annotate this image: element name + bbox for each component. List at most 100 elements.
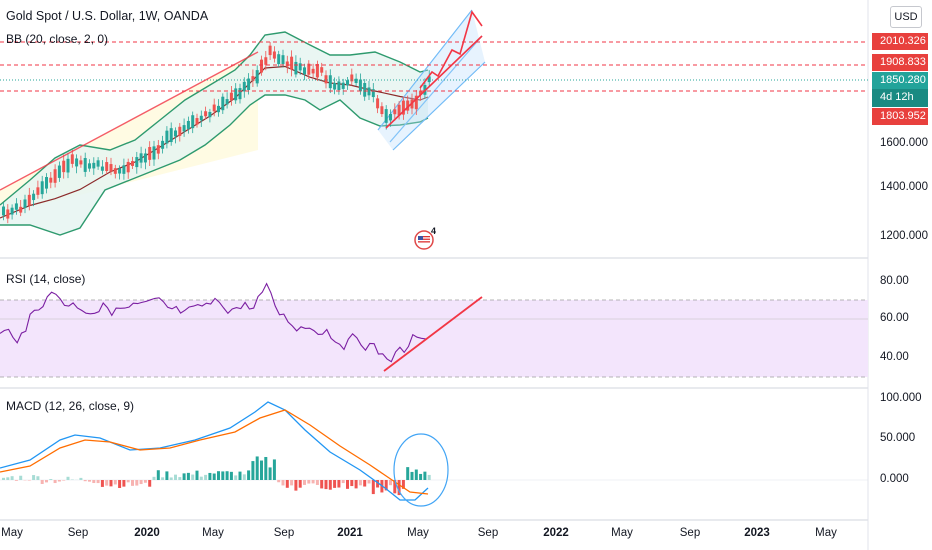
- price-candle: [62, 160, 66, 173]
- symbol-title[interactable]: Gold Spot / U.S. Dollar, 1W, OANDA: [6, 9, 209, 23]
- macd-histogram-bar: [281, 480, 285, 486]
- macd-histogram-bar: [307, 480, 311, 484]
- currency-button[interactable]: USD: [890, 6, 922, 28]
- price-candle: [66, 158, 70, 173]
- macd-histogram-bar: [204, 474, 208, 480]
- macd-histogram-bar: [315, 480, 319, 485]
- price-candle: [165, 130, 169, 144]
- price-candle: [45, 177, 48, 189]
- bollinger-lower-band: [0, 94, 429, 236]
- macd-histogram-bar: [36, 476, 40, 480]
- macd-histogram-bar: [376, 480, 380, 488]
- macd-legend[interactable]: MACD (12, 26, close, 9): [6, 399, 135, 413]
- price-axis-tick: 1600.000: [880, 137, 928, 149]
- projection-zigzag: [419, 10, 483, 89]
- price-candle: [401, 100, 405, 115]
- time-axis-label: 2023: [744, 527, 770, 539]
- macd-histogram-bar: [229, 471, 233, 480]
- macd-histogram-bar: [79, 477, 83, 480]
- macd-histogram-bar: [143, 480, 147, 483]
- rsi-axis-tick: 40.00: [880, 351, 909, 363]
- price-candle: [109, 164, 113, 172]
- price-candle: [281, 55, 285, 65]
- macd-histogram-bar: [294, 480, 298, 491]
- price-candle: [70, 154, 74, 164]
- bollinger-legend[interactable]: BB (20, close, 2, 0): [6, 32, 109, 46]
- macd-histogram-bar: [277, 480, 281, 483]
- price-candle: [384, 109, 388, 123]
- price-level-badge-2: 1908.833: [872, 54, 928, 71]
- price-candle: [346, 80, 349, 86]
- price-candle: [324, 75, 328, 84]
- macd-histogram-bar: [251, 461, 255, 480]
- macd-histogram-bar: [6, 477, 10, 480]
- price-level-badge-3: 1803.952: [872, 108, 928, 125]
- macd-histogram-bar: [191, 474, 195, 480]
- price-candle: [337, 81, 341, 91]
- macd-histogram-bar: [242, 474, 246, 480]
- price-candle: [406, 100, 410, 111]
- price-candle: [156, 145, 160, 154]
- bollinger-upper-band: [0, 31, 429, 206]
- price-candle: [260, 59, 263, 73]
- macd-histogram-bar: [397, 480, 401, 496]
- bollinger-fill: [0, 32, 428, 235]
- price-candle: [229, 92, 233, 101]
- channel-middle-line: [389, 35, 483, 143]
- rsi-legend[interactable]: RSI (14, close): [6, 272, 86, 286]
- price-candle: [376, 98, 380, 109]
- macd-histogram-bar: [83, 480, 87, 482]
- macd-histogram-bar: [350, 480, 354, 487]
- us-flag-events-icon[interactable]: 4: [414, 226, 436, 250]
- macd-histogram-bar: [419, 473, 423, 480]
- price-candle: [255, 70, 259, 84]
- price-candle: [242, 81, 246, 92]
- macd-histogram-bar: [195, 470, 199, 480]
- macd-histogram-bar: [118, 480, 122, 488]
- time-axis-label: May: [407, 527, 429, 539]
- price-candle: [92, 162, 96, 169]
- rsi-band-fill: [0, 300, 868, 377]
- price-candle: [40, 181, 44, 195]
- price-candle: [277, 54, 281, 65]
- macd-histogram-bar: [109, 480, 113, 487]
- price-candle: [161, 140, 165, 149]
- price-candle: [105, 162, 109, 172]
- macd-histogram-bar: [156, 470, 160, 480]
- signal-line: [0, 409, 429, 495]
- macd-histogram-bar: [27, 480, 31, 481]
- macd-line: [0, 401, 429, 501]
- price-candle: [122, 165, 126, 174]
- macd-histogram-bar: [268, 467, 272, 480]
- price-candle: [135, 157, 139, 168]
- price-candle: [174, 130, 177, 137]
- price-candle: [298, 63, 302, 71]
- price-candle: [143, 153, 147, 163]
- macd-histogram-bar: [100, 480, 104, 487]
- price-candle: [363, 82, 367, 97]
- channel-lower-line: [392, 61, 486, 151]
- macd-histogram-bar: [389, 480, 392, 486]
- price-candle: [2, 206, 5, 216]
- macd-histogram-bar: [272, 459, 276, 480]
- macd-histogram-bar: [92, 480, 96, 484]
- price-candle: [354, 78, 358, 84]
- price-candle: [333, 82, 337, 90]
- bollinger-basis: [0, 65, 429, 219]
- macd-histogram-bar: [14, 480, 18, 481]
- price-candle: [19, 206, 23, 213]
- macd-histogram-bar: [148, 480, 152, 487]
- time-axis-label: May: [1, 527, 23, 539]
- time-axis-label: 2022: [543, 527, 569, 539]
- price-candle: [53, 169, 57, 183]
- price-candle: [204, 111, 208, 117]
- macd-histogram-bar: [238, 471, 242, 480]
- macd-histogram-bar: [333, 480, 337, 488]
- price-candle: [238, 88, 242, 100]
- time-axis-label: May: [202, 527, 224, 539]
- macd-histogram-bar: [320, 480, 324, 489]
- macd-histogram-bar: [88, 480, 91, 482]
- price-candle: [234, 88, 238, 101]
- macd-histogram-bar: [427, 474, 431, 480]
